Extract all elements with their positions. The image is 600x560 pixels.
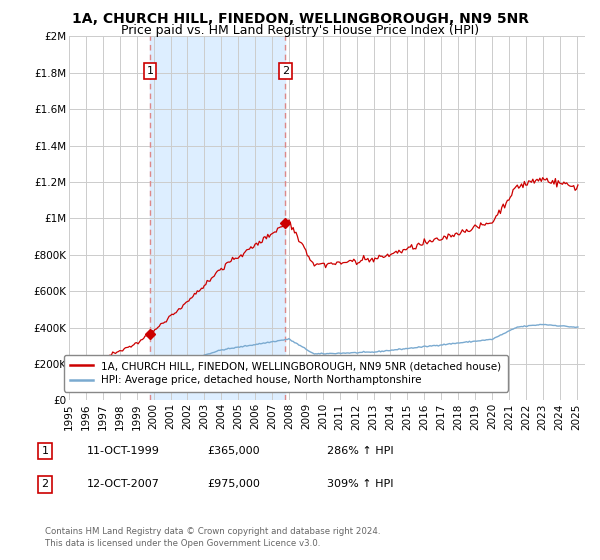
Text: 1: 1 — [146, 66, 154, 76]
Line: HPI: Average price, detached house, North Northamptonshire: HPI: Average price, detached house, Nort… — [69, 324, 578, 389]
Text: 1A, CHURCH HILL, FINEDON, WELLINGBOROUGH, NN9 5NR: 1A, CHURCH HILL, FINEDON, WELLINGBOROUGH… — [71, 12, 529, 26]
1A, CHURCH HILL, FINEDON, WELLINGBOROUGH, NN9 5NR (detached house) — [65, 370, 73, 376]
Text: 2: 2 — [282, 66, 289, 76]
1A, CHURCH HILL, FINEDON, WELLINGBOROUGH, NN9 5NR (detached house) — [506, 194, 514, 200]
1A, CHURCH HILL, FINEDON, WELLINGBOROUGH, NN9 5NR (detached house) — [574, 181, 581, 188]
Text: Price paid vs. HM Land Registry's House Price Index (HPI): Price paid vs. HM Land Registry's House … — [121, 24, 479, 36]
Text: 11-OCT-1999: 11-OCT-1999 — [87, 446, 160, 456]
Text: 2: 2 — [41, 479, 49, 489]
1A, CHURCH HILL, FINEDON, WELLINGBOROUGH, NN9 5NR (detached house) — [242, 249, 249, 255]
Text: 12-OCT-2007: 12-OCT-2007 — [87, 479, 160, 489]
1A, CHURCH HILL, FINEDON, WELLINGBOROUGH, NN9 5NR (detached house) — [539, 174, 547, 181]
Text: Contains HM Land Registry data © Crown copyright and database right 2024.
This d: Contains HM Land Registry data © Crown c… — [45, 527, 380, 548]
HPI: Average price, detached house, North Northamptonshire: (2.01e+03, 2.58e+05): Average price, detached house, North Nor… — [329, 350, 336, 357]
HPI: Average price, detached house, North Northamptonshire: (2.02e+03, 4.18e+05): Average price, detached house, North Nor… — [536, 321, 544, 328]
1A, CHURCH HILL, FINEDON, WELLINGBOROUGH, NN9 5NR (detached house) — [432, 235, 439, 242]
Text: 1: 1 — [41, 446, 49, 456]
1A, CHURCH HILL, FINEDON, WELLINGBOROUGH, NN9 5NR (detached house) — [445, 231, 452, 237]
Text: 286% ↑ HPI: 286% ↑ HPI — [327, 446, 394, 456]
Text: £365,000: £365,000 — [207, 446, 260, 456]
Bar — [150, 36, 286, 400]
HPI: Average price, detached house, North Northamptonshire: (2.02e+03, 3.1e+05): Average price, detached house, North Nor… — [445, 340, 452, 347]
HPI: Average price, detached house, North Northamptonshire: (2.02e+03, 3.06e+05): Average price, detached house, North Nor… — [442, 342, 449, 348]
Text: 309% ↑ HPI: 309% ↑ HPI — [327, 479, 394, 489]
HPI: Average price, detached house, North Northamptonshire: (2.02e+03, 3.01e+05): Average price, detached house, North Nor… — [432, 342, 439, 349]
HPI: Average price, detached house, North Northamptonshire: (2.02e+03, 3.85e+05): Average price, detached house, North Nor… — [506, 327, 514, 334]
HPI: Average price, detached house, North Northamptonshire: (2.03e+03, 4.03e+05): Average price, detached house, North Nor… — [574, 324, 581, 330]
1A, CHURCH HILL, FINEDON, WELLINGBOROUGH, NN9 5NR (detached house) — [442, 234, 449, 240]
HPI: Average price, detached house, North Northamptonshire: (2e+03, 6.57e+04): Average price, detached house, North Nor… — [65, 385, 73, 392]
Text: £975,000: £975,000 — [207, 479, 260, 489]
Line: 1A, CHURCH HILL, FINEDON, WELLINGBOROUGH, NN9 5NR (detached house): 1A, CHURCH HILL, FINEDON, WELLINGBOROUGH… — [69, 178, 578, 373]
HPI: Average price, detached house, North Northamptonshire: (2.01e+03, 3.02e+05): Average price, detached house, North Nor… — [242, 342, 249, 349]
1A, CHURCH HILL, FINEDON, WELLINGBOROUGH, NN9 5NR (detached house) — [329, 261, 336, 268]
Legend: 1A, CHURCH HILL, FINEDON, WELLINGBOROUGH, NN9 5NR (detached house), HPI: Average: 1A, CHURCH HILL, FINEDON, WELLINGBOROUGH… — [64, 355, 508, 391]
